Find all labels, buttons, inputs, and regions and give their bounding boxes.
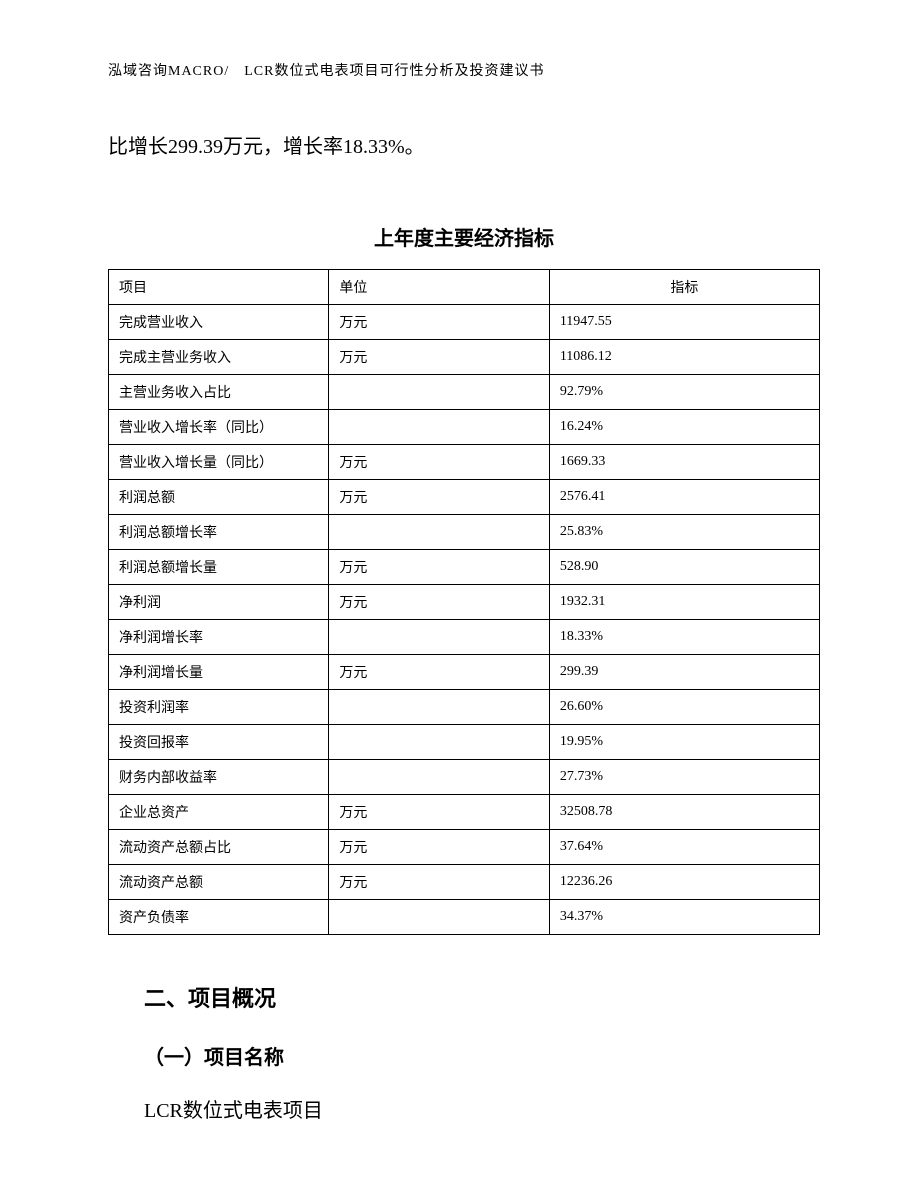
table-cell: 利润总额 xyxy=(109,480,329,515)
table-cell: 万元 xyxy=(329,550,549,585)
table-row: 完成主营业务收入万元11086.12 xyxy=(109,340,820,375)
table-cell: 528.90 xyxy=(549,550,819,585)
economic-indicators-table: 项目 单位 指标 完成营业收入万元11947.55完成主营业务收入万元11086… xyxy=(108,269,820,935)
table-cell: 营业收入增长量（同比） xyxy=(109,445,329,480)
table-cell: 万元 xyxy=(329,480,549,515)
col-header-item: 项目 xyxy=(109,270,329,305)
table-row: 净利润万元1932.31 xyxy=(109,585,820,620)
table-cell: 27.73% xyxy=(549,760,819,795)
table-cell: 19.95% xyxy=(549,725,819,760)
table-cell: 流动资产总额占比 xyxy=(109,830,329,865)
table-cell: 万元 xyxy=(329,865,549,900)
table-row: 营业收入增长率（同比） 16.24% xyxy=(109,410,820,445)
table-row: 净利润增长率 18.33% xyxy=(109,620,820,655)
table-cell: 企业总资产 xyxy=(109,795,329,830)
page-header: 泓域咨询MACRO/ LCR数位式电表项目可行性分析及投资建议书 xyxy=(108,60,820,80)
table-row: 净利润增长量万元299.39 xyxy=(109,655,820,690)
table-cell: 万元 xyxy=(329,830,549,865)
table-cell: 2576.41 xyxy=(549,480,819,515)
table-row: 完成营业收入万元11947.55 xyxy=(109,305,820,340)
section-heading: 二、项目概况 xyxy=(144,981,820,1013)
table-row: 投资利润率 26.60% xyxy=(109,690,820,725)
table-cell: 32508.78 xyxy=(549,795,819,830)
sub-heading: （一）项目名称 xyxy=(144,1041,820,1070)
table-cell: 资产负债率 xyxy=(109,900,329,935)
table-row: 企业总资产万元32508.78 xyxy=(109,795,820,830)
table-cell: 299.39 xyxy=(549,655,819,690)
table-cell: 18.33% xyxy=(549,620,819,655)
table-cell: 11086.12 xyxy=(549,340,819,375)
table-cell: 1669.33 xyxy=(549,445,819,480)
table-row: 主营业务收入占比 92.79% xyxy=(109,375,820,410)
table-cell xyxy=(329,760,549,795)
table-cell: 净利润增长量 xyxy=(109,655,329,690)
table-cell: 万元 xyxy=(329,445,549,480)
table-cell: 净利润增长率 xyxy=(109,620,329,655)
table-row: 流动资产总额万元12236.26 xyxy=(109,865,820,900)
table-cell: 34.37% xyxy=(549,900,819,935)
table-cell: 25.83% xyxy=(549,515,819,550)
table-cell: 财务内部收益率 xyxy=(109,760,329,795)
table-cell: 投资回报率 xyxy=(109,725,329,760)
table-header-row: 项目 单位 指标 xyxy=(109,270,820,305)
table-cell: 37.64% xyxy=(549,830,819,865)
table-cell xyxy=(329,900,549,935)
table-cell: 12236.26 xyxy=(549,865,819,900)
table-cell: 万元 xyxy=(329,340,549,375)
table-row: 流动资产总额占比万元37.64% xyxy=(109,830,820,865)
table-cell: 16.24% xyxy=(549,410,819,445)
table-cell: 92.79% xyxy=(549,375,819,410)
table-cell: 万元 xyxy=(329,305,549,340)
col-header-value: 指标 xyxy=(549,270,819,305)
body-text: LCR数位式电表项目 xyxy=(144,1094,820,1123)
table-row: 资产负债率 34.37% xyxy=(109,900,820,935)
table-row: 营业收入增长量（同比）万元1669.33 xyxy=(109,445,820,480)
table-cell: 流动资产总额 xyxy=(109,865,329,900)
table-row: 财务内部收益率 27.73% xyxy=(109,760,820,795)
table-row: 利润总额增长量万元528.90 xyxy=(109,550,820,585)
table-cell xyxy=(329,725,549,760)
table-cell: 完成主营业务收入 xyxy=(109,340,329,375)
table-cell: 万元 xyxy=(329,795,549,830)
table-cell xyxy=(329,690,549,725)
table-cell: 万元 xyxy=(329,655,549,690)
table-cell: 完成营业收入 xyxy=(109,305,329,340)
table-cell: 投资利润率 xyxy=(109,690,329,725)
table-cell: 主营业务收入占比 xyxy=(109,375,329,410)
table-cell: 1932.31 xyxy=(549,585,819,620)
table-title: 上年度主要经济指标 xyxy=(108,222,820,251)
table-cell: 利润总额增长率 xyxy=(109,515,329,550)
col-header-unit: 单位 xyxy=(329,270,549,305)
intro-paragraph: 比增长299.39万元，增长率18.33%。 xyxy=(108,128,820,166)
table-cell: 净利润 xyxy=(109,585,329,620)
table-cell: 营业收入增长率（同比） xyxy=(109,410,329,445)
table-cell xyxy=(329,620,549,655)
table-row: 利润总额万元2576.41 xyxy=(109,480,820,515)
table-cell xyxy=(329,410,549,445)
table-row: 利润总额增长率 25.83% xyxy=(109,515,820,550)
table-cell xyxy=(329,375,549,410)
table-cell: 11947.55 xyxy=(549,305,819,340)
table-row: 投资回报率 19.95% xyxy=(109,725,820,760)
table-cell: 26.60% xyxy=(549,690,819,725)
table-cell: 利润总额增长量 xyxy=(109,550,329,585)
table-cell: 万元 xyxy=(329,585,549,620)
table-cell xyxy=(329,515,549,550)
